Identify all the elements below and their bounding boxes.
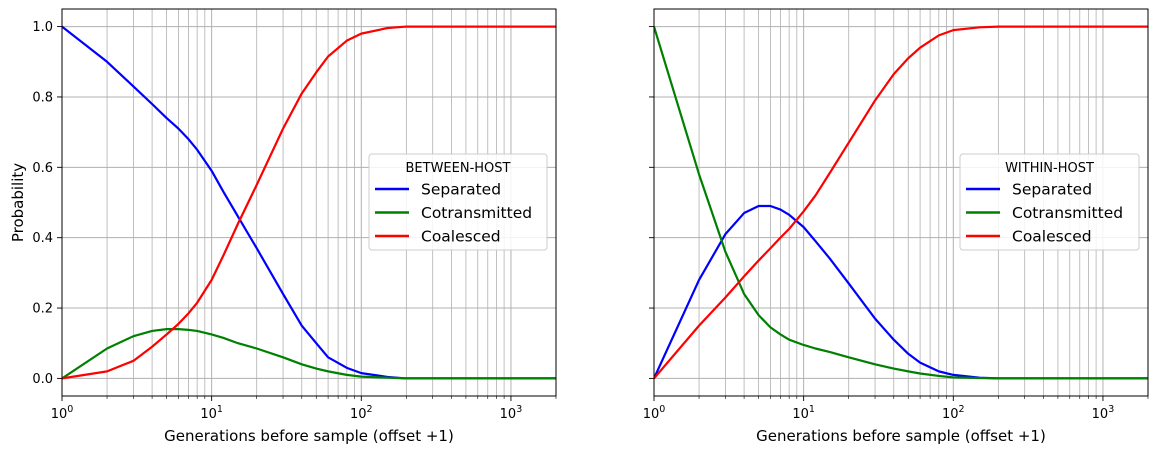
- x-tick-label: 103: [1092, 404, 1115, 422]
- legend: WITHIN-HOST Separated Cotransmitted Coalesc…: [959, 153, 1140, 251]
- y-tick-label: 0.4: [32, 231, 53, 246]
- y-tick-label: 0.8: [32, 90, 53, 105]
- chart-panel-1: 100 101 102 103 0.0 0.2 0.4 0.6 0.8 1.0 Generation…: [9, 8, 557, 445]
- legend-title: BETWEEN-HOST: [406, 161, 511, 176]
- x-tick-label: 102: [350, 404, 373, 422]
- x-axis-title: Generations before sample (offset +1): [756, 427, 1046, 445]
- x-tick-label: 100: [643, 404, 666, 422]
- plot-frame: [653, 8, 1149, 397]
- x-tick-label: 103: [500, 404, 523, 422]
- series-line-cotransmitted: [654, 26, 1148, 380]
- x-tick-label: 101: [792, 404, 815, 422]
- x-tick-label: 100: [51, 404, 74, 422]
- series-line-coalesced: [654, 25, 1148, 380]
- legend-label-separated: Separated: [1012, 181, 1092, 199]
- grid: [653, 9, 1149, 396]
- legend-label-coalesced: Coalesced: [1012, 228, 1092, 246]
- y-tick-label: 0.2: [32, 302, 53, 317]
- series-line-cotransmitted: [62, 328, 556, 380]
- legend-label-separated: Separated: [421, 181, 501, 199]
- plot-frame: [61, 8, 557, 397]
- y-tick-label: 1.0: [32, 20, 53, 35]
- legend-label-cotransmitted: Cotransmitted: [421, 204, 532, 222]
- y-tick-label: 0.6: [32, 161, 53, 176]
- y-tick-label: 0.0: [32, 372, 53, 387]
- x-tick-label: 102: [942, 404, 965, 422]
- series-line-coalesced: [62, 25, 556, 380]
- legend: BETWEEN-HOST Separated Cotransmitted Coales…: [368, 153, 548, 251]
- legend-title: WITHIN-HOST: [1005, 161, 1094, 176]
- x-tick-label: 101: [200, 404, 223, 422]
- legend-label-coalesced: Coalesced: [421, 228, 501, 246]
- legend-box: [368, 153, 548, 251]
- legend-box: [959, 153, 1140, 251]
- chart-panel-2: 100 101 102 103 Generations before sample (o…: [643, 8, 1149, 445]
- legend-label-cotransmitted: Cotransmitted: [1012, 204, 1123, 222]
- x-axis-title: Generations before sample (offset +1): [164, 427, 454, 445]
- y-axis-title: Probability: [9, 163, 27, 242]
